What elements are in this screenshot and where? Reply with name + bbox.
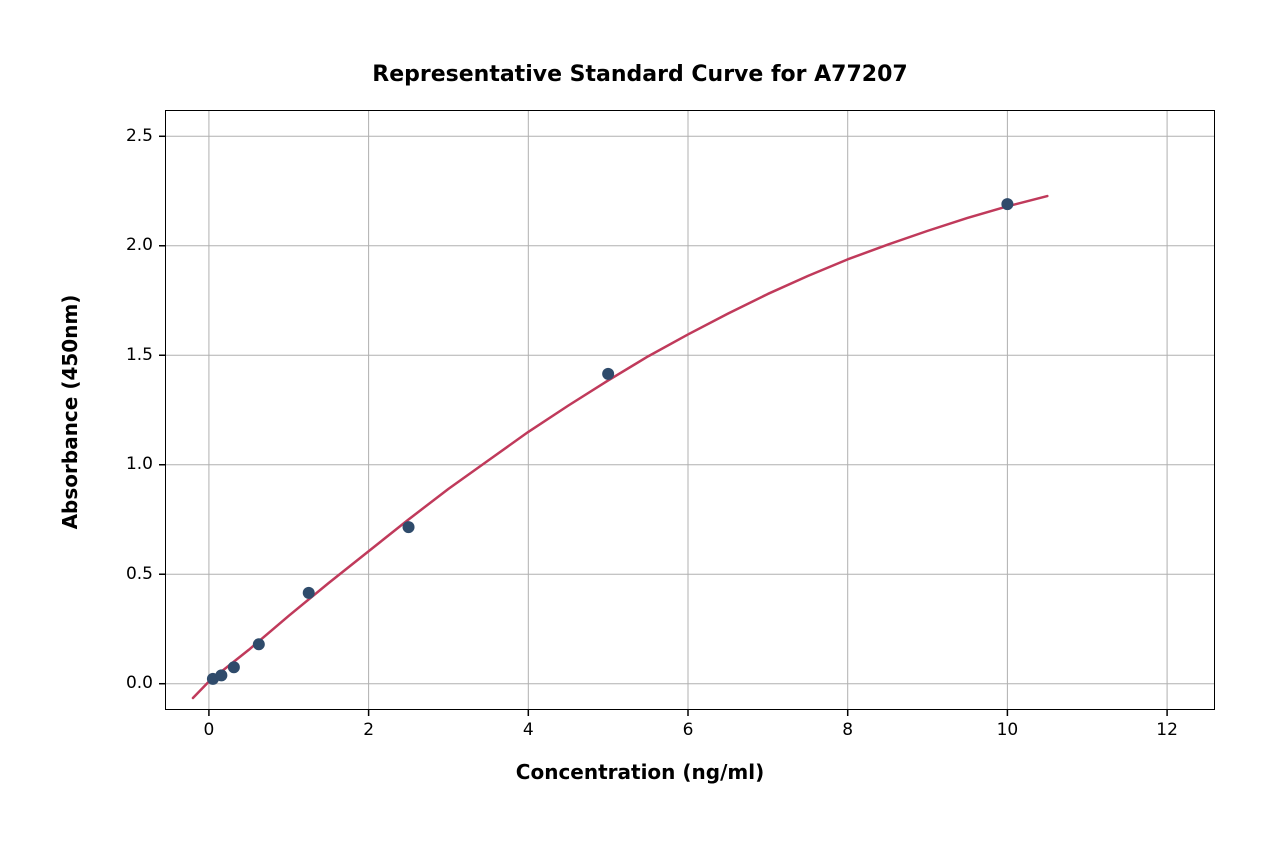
x-tick-label: 6 xyxy=(668,720,708,740)
figure: Representative Standard Curve for A77207… xyxy=(0,0,1280,845)
y-tick-label: 0.0 xyxy=(126,673,153,693)
x-tick-label: 0 xyxy=(189,720,229,740)
y-tick-label: 2.0 xyxy=(126,235,153,255)
y-tick-label: 2.5 xyxy=(126,126,153,146)
x-tick-label: 2 xyxy=(349,720,389,740)
y-tick-label: 1.5 xyxy=(126,345,153,365)
x-tick-label: 12 xyxy=(1147,720,1187,740)
y-tick-label: 1.0 xyxy=(126,454,153,474)
x-tick-label: 10 xyxy=(987,720,1027,740)
x-tick-label: 8 xyxy=(828,720,868,740)
x-tick-label: 4 xyxy=(508,720,548,740)
plot-border xyxy=(165,110,1215,710)
y-tick-label: 0.5 xyxy=(126,564,153,584)
